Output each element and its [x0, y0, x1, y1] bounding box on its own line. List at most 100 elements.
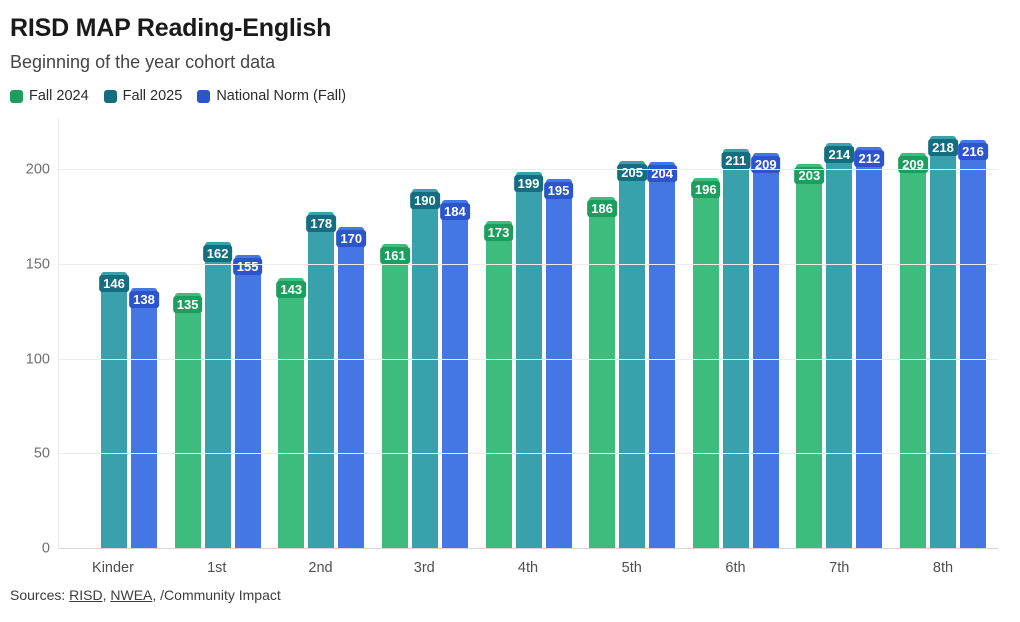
legend-label: Fall 2025 — [122, 88, 183, 104]
y-axis-tick-label: 200 — [25, 161, 50, 178]
value-label: 135 — [172, 296, 203, 314]
sources-separator-2: , — [152, 587, 161, 603]
bar: 155 — [232, 255, 263, 549]
bar-slot: 138 — [129, 287, 159, 549]
source-link-nwea[interactable]: NWEA — [110, 587, 153, 603]
bar-group: 203 214 212 — [794, 143, 885, 549]
bar-slot: 184 — [440, 200, 470, 549]
bar: 205 — [617, 160, 647, 549]
bar-slot: 161 — [380, 243, 410, 549]
bar-slot: 155 — [232, 255, 263, 549]
gridline — [59, 358, 998, 360]
value-label: 196 — [690, 180, 721, 198]
legend-item: Fall 2024 — [10, 88, 89, 104]
x-axis-tick-label: 8th — [932, 560, 954, 576]
bar: 216 — [958, 139, 988, 549]
value-label: 184 — [440, 203, 470, 221]
bar: 196 — [690, 177, 721, 549]
page-title: RISD MAP Reading-English — [10, 14, 332, 42]
bar-slot: 214 — [824, 143, 855, 549]
x-axis-baseline — [59, 548, 998, 549]
bar: 135 — [172, 293, 203, 549]
bar-group: 173 199 195 — [483, 171, 574, 549]
legend-item: Fall 2025 — [103, 88, 183, 104]
y-axis: 0 50 100 150 200 — [10, 118, 50, 556]
bar-slot: 190 — [410, 188, 440, 549]
bar: 138 — [129, 287, 159, 549]
bar: 212 — [854, 147, 885, 549]
bar: 161 — [380, 243, 410, 549]
bar: 203 — [794, 164, 825, 549]
sources-separator: , — [102, 587, 111, 603]
bar-slot: 196 — [690, 177, 721, 549]
bar-slot: 199 — [513, 171, 544, 549]
x-axis-tick-label: 6th — [725, 560, 746, 576]
x-axis: Kinder 1st 2nd 3rd 4th 5th 6th 7th 8th — [58, 549, 998, 576]
value-label: 155 — [232, 258, 263, 276]
bar-slot: 203 — [794, 164, 825, 549]
bar: 190 — [410, 188, 440, 549]
value-label: 209 — [898, 155, 928, 173]
legend-swatch-icon — [103, 89, 117, 103]
bar: 170 — [336, 226, 367, 549]
gridline — [59, 453, 998, 455]
bar: 214 — [824, 143, 855, 549]
bar-slot: 173 — [483, 221, 514, 549]
bar-slot: 162 — [202, 242, 233, 549]
bar-group: 135 162 155 — [172, 242, 263, 549]
bar-group: 143 178 170 — [276, 211, 367, 549]
legend-label: National Norm (Fall) — [216, 88, 347, 104]
chart-area: 0 50 100 150 200 146 138 135 162 155 143 178 170 161… — [10, 118, 1010, 579]
bar: 184 — [440, 200, 470, 549]
bar-group: 146 138 — [71, 272, 159, 549]
value-label: 186 — [587, 199, 617, 217]
bar-group: 196 211 209 — [690, 149, 781, 549]
value-label: 146 — [99, 275, 129, 293]
source-link-risd[interactable]: RISD — [69, 587, 103, 603]
bar-slot: 211 — [721, 149, 751, 549]
gridline — [59, 169, 998, 170]
bar: 143 — [276, 278, 307, 549]
bar: 146 — [99, 272, 129, 549]
value-label: 190 — [410, 191, 440, 209]
sources-line: Sources: RISD, NWEA, /Community Impact — [10, 587, 1010, 603]
bar-slot: 143 — [276, 278, 307, 549]
bar-slot: 135 — [172, 293, 203, 549]
bar-slot: 146 — [99, 272, 129, 549]
x-axis-tick-label: 7th — [829, 560, 850, 576]
bar: 211 — [721, 149, 751, 549]
bar-slot: 209 — [898, 152, 928, 549]
legend-swatch-icon — [197, 89, 211, 103]
bar: 178 — [306, 211, 337, 549]
bar: 209 — [750, 152, 781, 549]
value-label: 162 — [202, 245, 233, 263]
bar: 199 — [513, 171, 544, 549]
bar-slot: 195 — [543, 179, 574, 549]
value-label: 211 — [721, 152, 751, 170]
bar: 209 — [898, 152, 928, 549]
value-label: 214 — [824, 146, 855, 164]
value-label: 218 — [928, 138, 958, 156]
x-axis-tick-label: 3rd — [413, 560, 435, 576]
value-label: 161 — [380, 246, 410, 264]
x-axis-tick-label: 4th — [517, 560, 539, 576]
sources-prefix: Sources: — [10, 587, 70, 603]
value-label: 173 — [483, 224, 514, 242]
bar: 204 — [647, 162, 677, 549]
value-label: 143 — [276, 281, 307, 299]
value-label: 212 — [854, 150, 885, 168]
bar-group: 186 205 204 — [587, 160, 677, 549]
bar-slot: 204 — [647, 162, 677, 549]
value-label: 209 — [750, 155, 781, 173]
y-axis-tick-label: 150 — [25, 256, 50, 273]
value-label: 204 — [647, 165, 677, 183]
chart-subtitle: Beginning of the year cohort data — [10, 52, 276, 72]
bar-slot: 216 — [958, 139, 988, 549]
value-label: 178 — [306, 214, 337, 232]
value-label: 170 — [336, 229, 367, 247]
x-axis-tick-label: 1st — [207, 560, 227, 576]
bar-slot: 205 — [617, 160, 647, 549]
value-label: 199 — [513, 174, 544, 192]
legend-item: National Norm (Fall) — [197, 88, 346, 104]
